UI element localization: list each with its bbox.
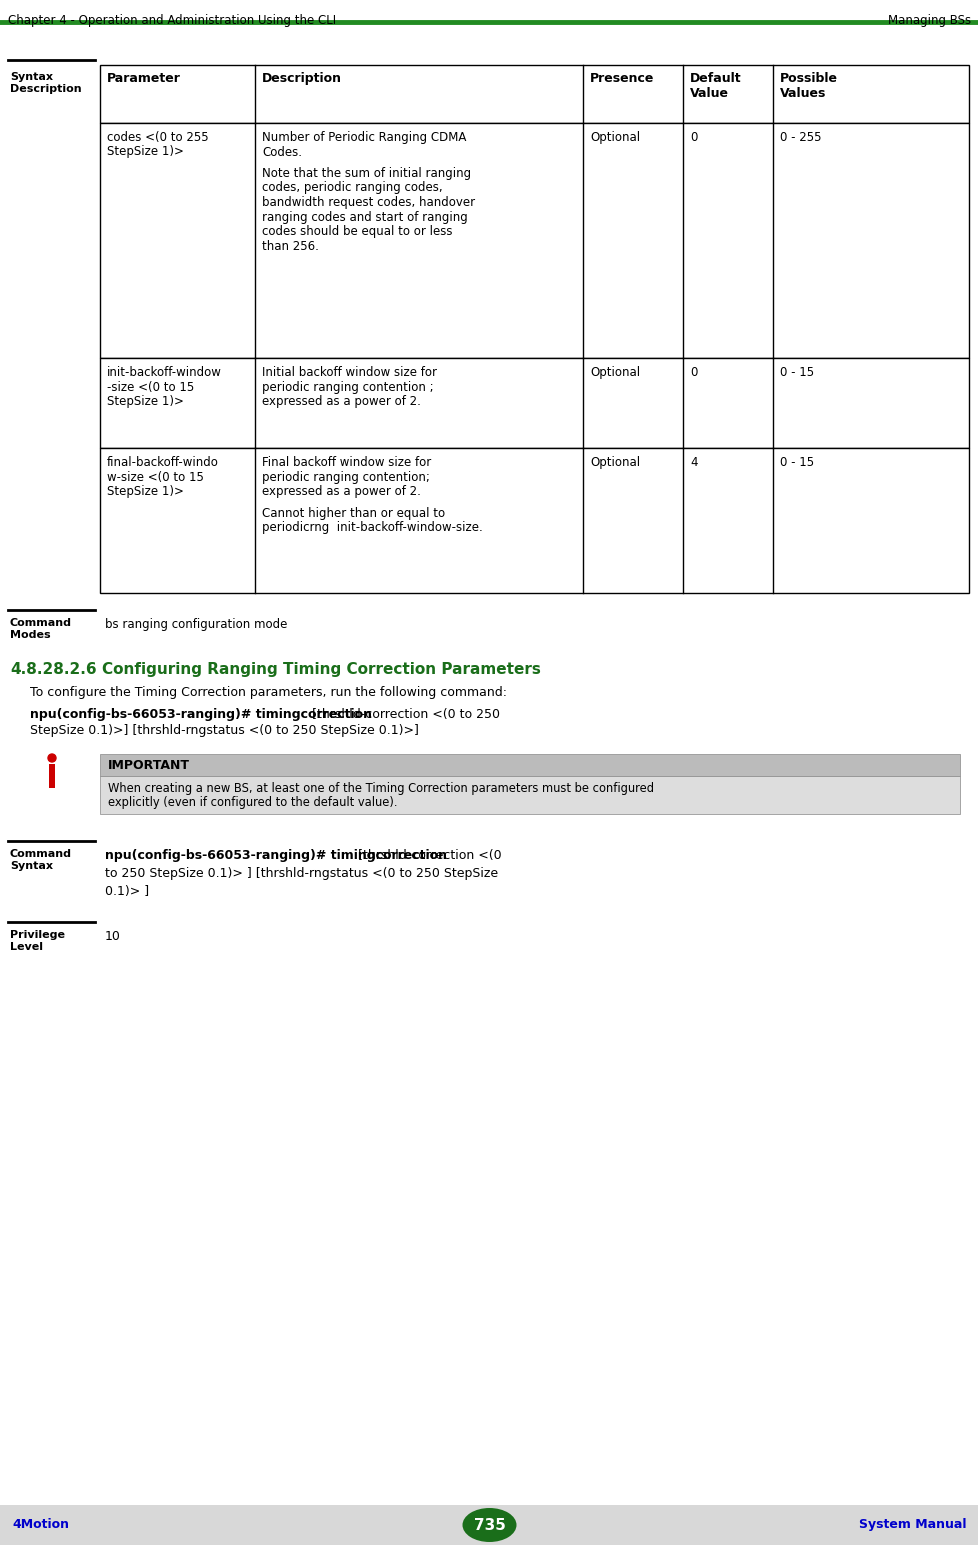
Text: Managing BSs: Managing BSs (887, 14, 970, 26)
Text: IMPORTANT: IMPORTANT (108, 759, 190, 772)
Text: -size <(0 to 15: -size <(0 to 15 (107, 380, 194, 394)
Text: Optional: Optional (590, 366, 640, 379)
Text: bs ranging configuration mode: bs ranging configuration mode (105, 618, 288, 630)
Text: Number of Periodic Ranging CDMA: Number of Periodic Ranging CDMA (262, 131, 466, 144)
Text: periodicrng  init-backoff-window-size.: periodicrng init-backoff-window-size. (262, 521, 482, 535)
Text: Description: Description (262, 73, 341, 85)
Text: Command: Command (10, 618, 72, 627)
Text: Parameter: Parameter (107, 73, 181, 85)
Ellipse shape (462, 1508, 516, 1542)
Text: StepSize 0.1)>] [thrshld-rngstatus <(0 to 250 StepSize 0.1)>]: StepSize 0.1)>] [thrshld-rngstatus <(0 t… (30, 725, 419, 737)
Text: expressed as a power of 2.: expressed as a power of 2. (262, 396, 421, 408)
Ellipse shape (48, 754, 56, 762)
Text: 0.1)> ]: 0.1)> ] (105, 885, 149, 898)
Text: Default
Value: Default Value (689, 73, 741, 100)
Text: Syntax: Syntax (10, 861, 53, 871)
Text: Cannot higher than or equal to: Cannot higher than or equal to (262, 507, 445, 519)
Text: Chapter 4 - Operation and Administration Using the CLI: Chapter 4 - Operation and Administration… (8, 14, 335, 26)
Text: codes should be equal to or less: codes should be equal to or less (262, 226, 452, 238)
Text: 4Motion: 4Motion (12, 1519, 68, 1531)
Text: System Manual: System Manual (859, 1519, 966, 1531)
Text: periodic ranging contention;: periodic ranging contention; (262, 471, 429, 484)
Bar (100, 754, 959, 776)
Bar (100, 448, 968, 593)
Text: 0 - 255: 0 - 255 (779, 131, 821, 144)
Text: bandwidth request codes, handover: bandwidth request codes, handover (262, 196, 474, 209)
Text: Initial backoff window size for: Initial backoff window size for (262, 366, 436, 379)
Bar (100, 124, 968, 358)
Text: w-size <(0 to 15: w-size <(0 to 15 (107, 471, 203, 484)
Text: 0: 0 (689, 366, 696, 379)
Text: ranging codes and start of ranging: ranging codes and start of ranging (262, 210, 467, 224)
Text: 0: 0 (689, 131, 696, 144)
Text: codes <(0 to 255: codes <(0 to 255 (107, 131, 208, 144)
Text: 4: 4 (689, 456, 696, 470)
Text: Optional: Optional (590, 131, 640, 144)
Text: 0 - 15: 0 - 15 (779, 456, 814, 470)
Text: When creating a new BS, at least one of the Timing Correction parameters must be: When creating a new BS, at least one of … (108, 782, 653, 796)
Text: Modes: Modes (10, 630, 51, 640)
Text: Optional: Optional (590, 456, 640, 470)
Text: than 256.: than 256. (262, 239, 319, 252)
Text: Description: Description (10, 83, 81, 94)
Text: Possible
Values: Possible Values (779, 73, 837, 100)
Text: 735: 735 (473, 1517, 505, 1533)
Text: expressed as a power of 2.: expressed as a power of 2. (262, 485, 421, 497)
Text: Level: Level (10, 942, 43, 952)
Text: [thrshld-correction <(0: [thrshld-correction <(0 (354, 850, 502, 862)
Text: Codes.: Codes. (262, 145, 301, 159)
Text: init-backoff-window: init-backoff-window (107, 366, 222, 379)
Text: StepSize 1)>: StepSize 1)> (107, 396, 184, 408)
Text: final-backoff-windo: final-backoff-windo (107, 456, 219, 470)
Bar (49, 763, 55, 788)
Text: codes, periodic ranging codes,: codes, periodic ranging codes, (262, 181, 442, 195)
Bar (100, 65, 968, 124)
Text: To configure the Timing Correction parameters, run the following command:: To configure the Timing Correction param… (30, 686, 507, 698)
Text: 4.8.28.2.6: 4.8.28.2.6 (10, 661, 97, 677)
Bar (0, 1505, 978, 1545)
Text: to 250 StepSize 0.1)> ] [thrshld-rngstatus <(0 to 250 StepSize: to 250 StepSize 0.1)> ] [thrshld-rngstat… (105, 867, 498, 881)
Bar (100, 776, 959, 814)
Text: StepSize 1)>: StepSize 1)> (107, 145, 184, 159)
Text: Privilege: Privilege (10, 930, 65, 939)
Text: Command: Command (10, 850, 72, 859)
Text: npu(config-bs-66053-ranging)# timingcorrection: npu(config-bs-66053-ranging)# timingcorr… (30, 708, 372, 722)
Bar (100, 358, 968, 448)
Text: Note that the sum of initial ranging: Note that the sum of initial ranging (262, 167, 470, 181)
Text: 10: 10 (105, 930, 120, 942)
Text: npu(config-bs-66053-ranging)# timingcorrection: npu(config-bs-66053-ranging)# timingcorr… (105, 850, 447, 862)
Text: Presence: Presence (590, 73, 653, 85)
Text: periodic ranging contention ;: periodic ranging contention ; (262, 380, 433, 394)
Text: StepSize 1)>: StepSize 1)> (107, 485, 184, 497)
Text: [thrshld-correction <(0 to 250: [thrshld-correction <(0 to 250 (308, 708, 500, 722)
Text: Syntax: Syntax (10, 73, 53, 82)
Text: Final backoff window size for: Final backoff window size for (262, 456, 431, 470)
Text: 0 - 15: 0 - 15 (779, 366, 814, 379)
Text: explicitly (even if configured to the default value).: explicitly (even if configured to the de… (108, 796, 397, 810)
Text: Configuring Ranging Timing Correction Parameters: Configuring Ranging Timing Correction Pa… (102, 661, 540, 677)
